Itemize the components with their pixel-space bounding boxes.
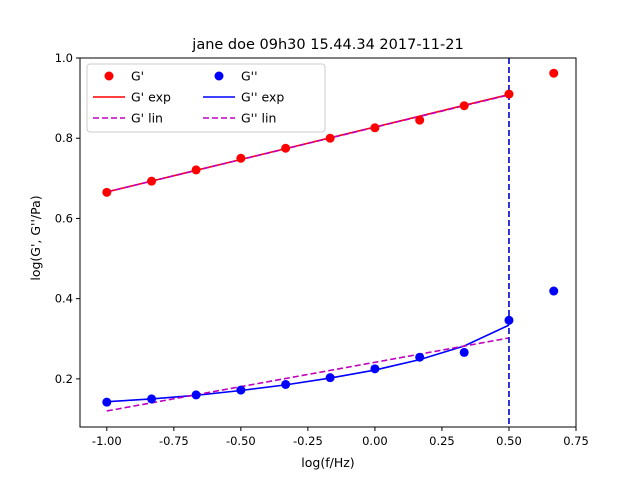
x-tick-label: 0.00 [362,434,388,448]
y-tick-label: 1.0 [55,51,73,65]
y-tick-label: 0.8 [55,131,73,145]
data-point [147,394,157,404]
x-tick-label: 0.50 [496,434,522,448]
data-point [236,153,246,163]
legend-label: G' exp [131,90,171,105]
legend-label: G'' exp [241,90,284,105]
legend-marker [214,71,224,81]
data-point [549,68,559,78]
legend-marker [104,71,114,81]
data-point [459,347,469,357]
x-tick-label: -0.75 [159,434,189,448]
data-point [415,352,425,362]
data-point [370,364,380,374]
data-point [549,286,559,296]
series-line-4 [106,94,510,193]
legend-label: G'' lin [241,111,276,126]
data-point [325,373,335,383]
series-line-5 [106,337,510,412]
data-point [370,123,380,133]
plot-frame [79,57,577,428]
x-tick-label: 0.75 [563,434,589,448]
x-axis: -1.00 -0.75 -0.50 -0.25 0.00 0.25 0.50 0.75 [92,427,589,448]
data-point [415,115,425,125]
plot-area [79,57,577,428]
legend-box [86,63,326,133]
x-tick-label: -0.50 [226,434,256,448]
legend-label: G' [131,69,144,84]
data-point [459,101,469,111]
legend-label: G' lin [131,111,163,126]
x-tick-label: -0.25 [293,434,323,448]
legend-label: G'' [241,69,258,84]
y-tick-label: 0.4 [55,292,73,306]
data-point [281,379,291,389]
series-line-3 [106,324,510,403]
x-tick-label: -1.00 [92,434,122,448]
x-axis-label: log(f/Hz) [301,455,354,470]
data-point [102,187,112,197]
legend: G' G' exp G' lin G'' G'' exp G'' lin [86,63,326,133]
data-point [281,143,291,153]
chart-title: jane doe 09h30 15.44.34 2017-11-21 [191,37,463,53]
data-point [102,397,112,407]
data-point [236,385,246,395]
data-point [147,176,157,186]
x-tick-label: 0.25 [429,434,455,448]
data-point [504,315,514,325]
y-axis: 0.2 0.4 0.6 0.8 1.0 [55,51,80,386]
data-point [191,390,201,400]
data-point [191,165,201,175]
y-axis-label: log(G', G''/Pa) [28,195,43,280]
y-tick-label: 0.6 [55,211,73,225]
data-point [325,133,335,143]
data-point [504,89,514,99]
y-tick-label: 0.2 [55,372,73,386]
